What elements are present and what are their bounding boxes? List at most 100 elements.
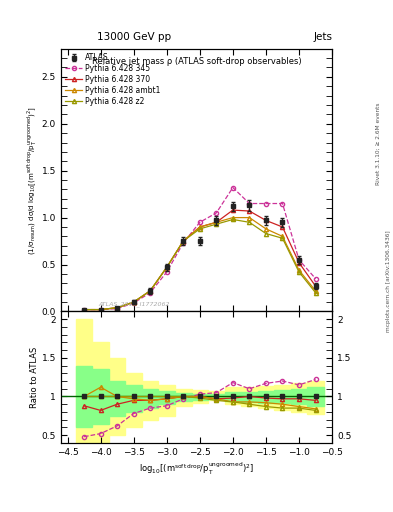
Pythia 6.428 z2 [148,288,152,294]
Pythia 6.428 z2 [297,269,301,275]
Bar [158,385,175,416]
Pythia 6.428 z2 [181,238,185,244]
Bar [175,393,191,401]
Bar [225,387,241,404]
Pythia 6.428 345 [82,307,86,313]
Pythia 6.428 z2 [313,290,318,296]
Bar [76,366,92,428]
Pythia 6.428 370 [148,288,152,294]
Pythia 6.428 370 [98,307,103,313]
Pythia 6.428 345 [231,184,235,190]
Pythia 6.428 z2 [231,217,235,223]
Bar [191,394,208,399]
Bar [208,391,225,400]
Pythia 6.428 370 [164,264,169,270]
Pythia 6.428 370 [181,238,185,244]
Bar [208,394,225,399]
Bar [274,385,291,411]
Line: Pythia 6.428 z2: Pythia 6.428 z2 [82,218,318,312]
Pythia 6.428 ambt1 [297,267,301,273]
Pythia 6.428 370 [247,208,252,214]
Pythia 6.428 ambt1 [98,307,103,313]
Pythia 6.428 370 [131,299,136,305]
Bar [307,381,324,414]
Y-axis label: (1/σ$_{\mathrm{resum}}$) dσ/d log$_{10}$[(m$^{\mathrm{soft\,drop}}$/p$_{\mathrm{: (1/σ$_{\mathrm{resum}}$) dσ/d log$_{10}$… [25,105,39,254]
Pythia 6.428 370 [231,207,235,213]
Bar [142,389,158,408]
Pythia 6.428 z2 [264,230,268,237]
Pythia 6.428 370 [280,224,285,230]
Text: Jets: Jets [313,32,332,42]
Line: Pythia 6.428 ambt1: Pythia 6.428 ambt1 [82,216,318,312]
Pythia 6.428 370 [264,217,268,223]
X-axis label: log$_{10}$[(m$^{\mathrm{soft\,drop}}$/p$_{\mathrm{T}}^{\mathrm{ungroomed}}$)$^2$: log$_{10}$[(m$^{\mathrm{soft\,drop}}$/p$… [139,461,254,477]
Pythia 6.428 ambt1 [313,288,318,294]
Pythia 6.428 z2 [115,305,119,311]
Bar [125,373,142,428]
Bar [307,387,324,406]
Bar [76,319,92,455]
Line: Pythia 6.428 345: Pythia 6.428 345 [82,185,318,312]
Bar [109,381,125,416]
Pythia 6.428 370 [313,283,318,289]
Pythia 6.428 345 [181,240,185,246]
Bar [92,343,109,455]
Bar [291,382,307,412]
Pythia 6.428 345 [98,307,103,313]
Pythia 6.428 z2 [280,235,285,241]
Pythia 6.428 345 [131,300,136,306]
Line: Pythia 6.428 370: Pythia 6.428 370 [82,208,318,312]
Pythia 6.428 z2 [164,264,169,270]
Pythia 6.428 345 [115,306,119,312]
Pythia 6.428 ambt1 [231,215,235,221]
Text: Relative jet mass ρ (ATLAS soft-drop observables): Relative jet mass ρ (ATLAS soft-drop obs… [92,56,301,66]
Pythia 6.428 370 [197,224,202,230]
Pythia 6.428 345 [214,210,219,216]
Pythia 6.428 370 [297,260,301,266]
Pythia 6.428 ambt1 [280,233,285,240]
Legend: ATLAS, Pythia 6.428 345, Pythia 6.428 370, Pythia 6.428 ambt1, Pythia 6.428 z2: ATLAS, Pythia 6.428 345, Pythia 6.428 37… [64,52,162,108]
Bar [175,389,191,406]
Pythia 6.428 345 [313,275,318,282]
Text: ATLAS_2019_I1772062: ATLAS_2019_I1772062 [98,301,169,307]
Pythia 6.428 ambt1 [82,307,86,313]
Pythia 6.428 345 [247,200,252,206]
Bar [109,358,125,435]
Pythia 6.428 ambt1 [264,226,268,232]
Pythia 6.428 z2 [197,226,202,232]
Pythia 6.428 ambt1 [148,288,152,294]
Bar [274,390,291,403]
Pythia 6.428 z2 [247,219,252,225]
Pythia 6.428 ambt1 [181,238,185,244]
Pythia 6.428 ambt1 [214,219,219,225]
Pythia 6.428 370 [115,305,119,311]
Text: 13000 GeV pp: 13000 GeV pp [97,32,171,42]
Bar [241,387,258,406]
Bar [258,387,274,408]
Pythia 6.428 370 [82,307,86,313]
Bar [291,389,307,404]
Pythia 6.428 z2 [214,221,219,227]
Text: mcplots.cern.ch [arXiv:1306.3436]: mcplots.cern.ch [arXiv:1306.3436] [386,231,391,332]
Pythia 6.428 z2 [98,307,103,313]
Pythia 6.428 z2 [131,299,136,305]
Pythia 6.428 ambt1 [197,224,202,230]
Bar [191,390,208,402]
Bar [158,391,175,404]
Pythia 6.428 370 [214,219,219,225]
Pythia 6.428 345 [264,200,268,206]
Pythia 6.428 z2 [82,307,86,313]
Bar [142,381,158,420]
Bar [241,392,258,402]
Pythia 6.428 ambt1 [131,299,136,305]
Bar [225,392,241,401]
Bar [258,391,274,402]
Bar [125,385,142,412]
Text: Rivet 3.1.10; ≥ 2.6M events: Rivet 3.1.10; ≥ 2.6M events [376,102,380,185]
Pythia 6.428 345 [148,290,152,296]
Bar [92,370,109,423]
Pythia 6.428 ambt1 [115,305,119,311]
Pythia 6.428 345 [197,219,202,225]
Pythia 6.428 ambt1 [247,215,252,221]
Pythia 6.428 345 [164,269,169,275]
